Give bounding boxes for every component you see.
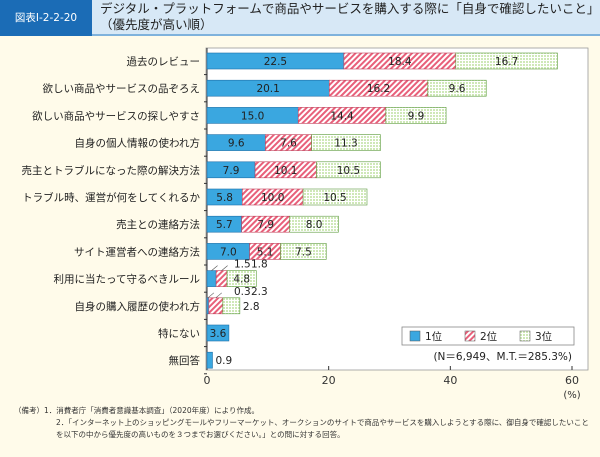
bar-2-9 [208,297,224,315]
category-label: 無回答 [169,354,201,367]
data-label: 22.5 [264,56,287,68]
bar-3-8 [226,270,257,287]
chart: 0 20 40 60 (%) 過去のレビュー 22.5 18.4 16.7 欲しい商品やサービスの… [22,47,589,400]
sample-annotation: (N＝6,949、M.T.＝285.3%) [433,351,572,363]
note-text: 2．「インターネット上のショッピングモールやフリーマーケット、オークションのサイ… [56,418,589,439]
legend-label: 2位 [480,330,498,343]
data-label: 5.8 [216,192,233,204]
leader-line [207,292,215,299]
bar-3-4 [316,161,381,179]
data-label: 1.8 [251,259,268,271]
note-2: 2．「インターネット上のショッピングモールやフリーマーケット、オークションのサイ… [14,417,590,441]
category-label: 自身の個人情報の使われ方 [75,137,200,150]
data-label: 16.2 [367,83,390,95]
figure-label: 図表Ⅰ-2-2-20 [0,0,92,36]
bar-3-9 [222,297,241,315]
data-label: 9.9 [408,110,425,122]
category-label: 過去のレビュー [127,56,201,68]
category-label: 欲しい商品やサービスの品ぞろえ [43,82,201,95]
data-label: 4.8 [233,274,250,286]
data-label: 7.0 [220,246,237,258]
data-label: 10.0 [261,192,284,204]
data-label: 1.5 [234,259,251,271]
bar-1-8 [206,270,217,287]
category-label: 特にない [158,328,200,340]
data-label: 2.8 [243,301,260,313]
notes: （備考）1．消費者庁「消費者意識基本調査」（2020年度）により作成。 2．「イ… [14,405,590,441]
legend-swatch-1 [409,330,421,342]
data-label: 7.6 [280,138,297,150]
category-label: サイト運営者への連絡方法 [74,245,200,258]
title-band [0,0,600,36]
data-label: 2.3 [251,286,268,298]
legend-label: 1位 [425,330,443,343]
data-label: 9.6 [228,138,245,150]
bar-3-5 [302,188,368,206]
data-label: 3.6 [210,328,227,340]
data-label: 16.7 [495,56,518,68]
category-label: 自身の購入履歴の使われ方 [75,300,200,313]
data-label: 18.4 [388,56,412,68]
data-label: 7.5 [295,246,312,258]
bar-1-11 [206,351,213,369]
category-label: 売主とトラブルになった際の解決方法 [22,164,201,177]
bar-3-7 [280,243,327,260]
x-tick-label: 20 [322,374,336,387]
category-label: 売主との連絡方法 [116,218,200,231]
note-label: （備考） [14,406,44,415]
data-label: 10.1 [274,165,297,177]
data-label: 20.1 [256,83,279,95]
category-label: トラブル時、運営が何をしてくれるか [22,191,200,204]
leader-line [221,265,228,271]
bar-3-0 [455,52,558,70]
x-unit: (%) [563,390,580,400]
bar-3-1 [427,79,487,97]
x-tick-label: 60 [565,374,579,387]
leader-line [211,265,218,271]
x-tick-label: 40 [443,374,457,387]
data-label: 10.5 [323,192,346,204]
bar-3-3 [311,134,381,151]
data-label: 8.0 [306,219,323,231]
data-label: 0.9 [215,355,232,367]
note-text: 1．消費者庁「消費者意識基本調査」（2020年度）により作成。 [44,406,259,415]
data-label: 0.3 [234,286,251,298]
bar-1-10 [206,324,230,342]
bar-3-2 [385,107,447,124]
data-label: 14.4 [330,110,354,122]
category-label: 欲しい商品やサービスの探しやすさ [32,109,200,122]
bar-3-6 [289,215,339,233]
data-label: 5.1 [257,246,274,258]
data-label: 7.9 [257,219,274,231]
data-label: 7.9 [223,165,240,177]
plot-area [205,47,589,371]
data-label: 9.6 [449,83,466,95]
data-label: 15.0 [241,110,264,122]
data-label: 10.5 [337,165,360,177]
data-label: 5.7 [216,219,233,231]
x-tick-label: 0 [204,374,211,387]
legend-label: 3位 [535,330,553,343]
legend-swatch-3 [519,330,531,342]
legend [401,326,575,346]
bar-2-8 [215,270,228,287]
leader-line [215,292,223,299]
category-label: 利用に当たって守るべきルール [54,273,200,286]
legend-swatch-2 [464,330,476,342]
note-1: （備考）1．消費者庁「消費者意識基本調査」（2020年度）により作成。 [14,405,590,417]
data-label: 11.3 [334,138,357,150]
chart-title: デジタル・プラットフォームで商品やサービスを購入する際に「自身で確認したいこと」… [100,1,594,32]
